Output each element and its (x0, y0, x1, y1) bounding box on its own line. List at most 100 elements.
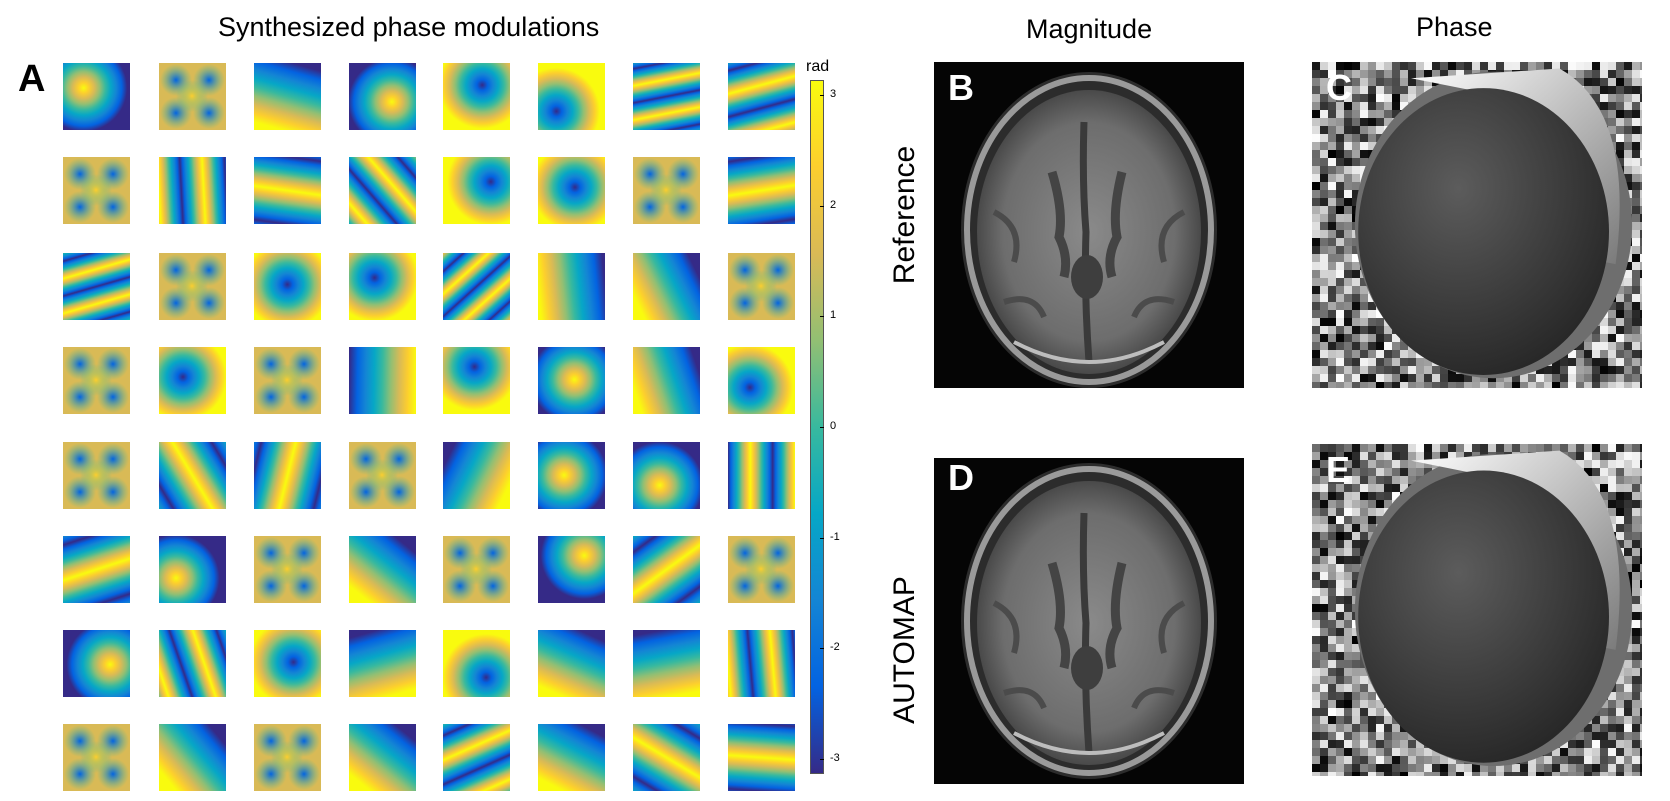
phase-modulation-tile (349, 157, 416, 224)
phase-reference-image (1312, 62, 1642, 388)
phase-modulation-tile (443, 442, 510, 509)
phase-modulation-tile (538, 347, 605, 414)
phase-modulation-tile (349, 536, 416, 603)
phase-modulation-tile (63, 253, 130, 320)
phase-modulation-tile (159, 442, 226, 509)
phase-modulation-tile (633, 347, 700, 414)
phase-modulation-tile (728, 63, 795, 130)
phase-pattern-icon (538, 347, 605, 414)
phase-modulation-tile (443, 347, 510, 414)
phase-pattern-icon (349, 630, 416, 697)
colorbar-tick-mark (820, 648, 824, 650)
phase-pattern-icon (63, 253, 130, 320)
phase-modulation-tile (254, 157, 321, 224)
phase-modulation-tile (63, 442, 130, 509)
phase-map-icon (1312, 444, 1642, 776)
colorbar-tick-label: -2 (830, 641, 840, 654)
phase-modulation-tile (728, 442, 795, 509)
phase-modulation-tile (443, 253, 510, 320)
phase-modulation-tile (254, 253, 321, 320)
brain-magnitude-icon (961, 463, 1217, 779)
colorbar-tick-mark (820, 427, 824, 428)
phase-pattern-icon (633, 442, 700, 509)
phase-pattern-icon (63, 347, 130, 414)
phase-pattern-icon (63, 63, 130, 130)
colorbar-tick-label: 3 (830, 88, 837, 101)
reference-label: Reference (888, 145, 922, 285)
phase-modulation-tile (538, 724, 605, 791)
panel-a-letter: A (18, 58, 46, 100)
phase-modulation-tile (63, 63, 130, 130)
phase-pattern-icon (728, 253, 795, 320)
phase-pattern-icon (254, 253, 321, 320)
phase-pattern-icon (538, 63, 605, 130)
phase-pattern-icon (254, 724, 321, 791)
phase-pattern-icon (443, 63, 510, 130)
colorbar-tick-label: 0 (830, 420, 837, 432)
phase-pattern-icon (728, 536, 795, 603)
phase-modulation-tile (538, 157, 605, 224)
phase-modulation-tile (443, 630, 510, 697)
phase-pattern-icon (728, 630, 795, 697)
panel-e-letter: E (1326, 449, 1351, 490)
phase-modulation-tile (633, 253, 700, 320)
phase-modulation-tile (159, 253, 226, 320)
phase-pattern-icon (728, 63, 795, 130)
magnitude-automap-image (934, 458, 1244, 784)
phase-modulation-tile (349, 63, 416, 130)
panel-d-letter: D (948, 457, 974, 498)
phase-modulation-tile (254, 630, 321, 697)
phase-title: Phase (1416, 12, 1493, 42)
phase-pattern-icon (443, 536, 510, 603)
phase-modulation-tile (159, 63, 226, 130)
phase-modulation-tile (63, 536, 130, 603)
automap-label: AUTOMAP (888, 576, 921, 724)
phase-modulation-tile (633, 630, 700, 697)
phase-pattern-icon (538, 253, 605, 320)
phase-modulation-tile (538, 253, 605, 320)
phase-pattern-icon (443, 630, 510, 697)
phase-pattern-icon (349, 347, 416, 414)
phase-pattern-icon (349, 63, 416, 130)
phase-pattern-icon (633, 63, 700, 130)
phase-pattern-icon (538, 630, 605, 697)
phase-pattern-icon (443, 724, 510, 791)
phase-pattern-icon (159, 536, 226, 603)
colorbar-tick-label: -3 (830, 751, 840, 764)
phase-automap-image (1312, 444, 1642, 776)
phase-modulation-tile (538, 63, 605, 130)
phase-pattern-icon (349, 157, 416, 224)
phase-pattern-icon (159, 630, 226, 697)
colorbar-tick-mark (820, 537, 824, 539)
phase-modulation-tile (443, 157, 510, 224)
colorbar-tick-label: -1 (830, 530, 840, 543)
phase-pattern-icon (728, 442, 795, 509)
panel-a-title: Synthesized phase modulations (218, 12, 600, 42)
phase-pattern-icon (633, 536, 700, 603)
phase-modulation-tile (254, 347, 321, 414)
phase-modulation-tile (254, 536, 321, 603)
phase-modulation-tile (443, 724, 510, 791)
phase-modulation-tile (633, 724, 700, 791)
phase-pattern-icon (349, 724, 416, 791)
phase-modulation-tile (633, 63, 700, 130)
phase-map-icon (1312, 62, 1642, 388)
phase-modulation-tile (728, 724, 795, 791)
phase-modulation-tile (254, 63, 321, 130)
colorbar-tick-mark (820, 758, 824, 760)
phase-pattern-icon (63, 724, 130, 791)
phase-pattern-icon (349, 253, 416, 320)
phase-modulation-tile (728, 253, 795, 320)
phase-modulation-tile (349, 347, 416, 414)
phase-pattern-icon (254, 157, 321, 224)
phase-pattern-icon (633, 253, 700, 320)
phase-modulation-tile (633, 442, 700, 509)
panel-b-letter: B (948, 67, 974, 108)
phase-pattern-icon (443, 442, 510, 509)
phase-pattern-icon (728, 157, 795, 224)
phase-modulation-tile (728, 347, 795, 414)
phase-modulation-tile (63, 724, 130, 791)
phase-pattern-icon (443, 157, 510, 224)
phase-modulation-grid (0, 0, 820, 801)
phase-modulation-tile (443, 536, 510, 603)
